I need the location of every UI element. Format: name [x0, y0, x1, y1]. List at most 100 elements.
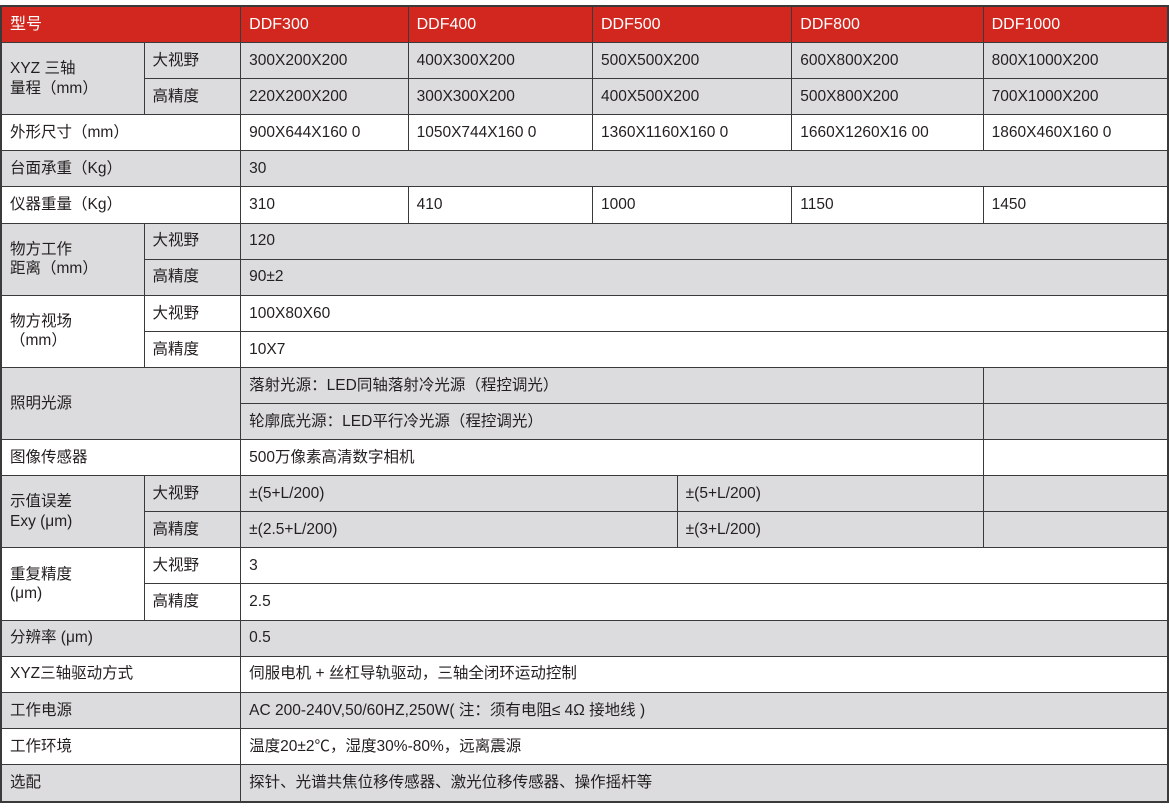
row-label: 工作电源	[2, 692, 242, 729]
cell-text: 400X300X200	[416, 51, 515, 69]
cell-text: ±(5+L/200)	[685, 485, 761, 503]
row-label: XYZ三轴驱动方式	[2, 656, 242, 693]
cell-text: 220X200X200	[249, 88, 348, 106]
cell-text: 工作电源	[10, 701, 73, 719]
row-label: 物方视场 （mm）	[2, 295, 145, 368]
cell-text: 高精度	[152, 268, 200, 286]
spec-value: 90±2	[241, 259, 1167, 296]
cell-text: DDF800	[800, 15, 860, 33]
spec-value: AC 200-240V,50/60HZ,250W( 注：须有电阻≤ 4Ω 接地线…	[241, 692, 1167, 729]
cell-text: 410	[416, 196, 443, 214]
spec-value: 探针、光谱共焦位移传感器、激光位移传感器、操作摇杆等	[241, 764, 1167, 801]
spec-value: 1660X1260X16 00	[792, 115, 984, 152]
row-sublabel: 大视野	[144, 295, 242, 332]
cell-text: DDF300	[249, 15, 309, 33]
column-header: DDF400	[408, 7, 593, 44]
spec-table: 型号 DDF300 DDF400 DDF500 DDF800 DDF1000 XYZ 三轴 …	[0, 5, 1169, 803]
row-sublabel: 高精度	[144, 79, 242, 116]
spec-value: 伺服电机 + 丝杠导轨驱动，三轴全闭环运动控制	[241, 656, 1167, 693]
cell-text: 高精度	[152, 88, 200, 106]
column-header: DDF800	[792, 7, 984, 44]
spec-value: 400X300X200	[408, 43, 593, 80]
row-label: 分辨率 (μm)	[2, 620, 242, 657]
spec-value: 120	[241, 223, 1167, 260]
row-sublabel: 高精度	[144, 512, 242, 549]
cell-text: 分辨率 (μm)	[10, 629, 93, 647]
cell-text: DDF500	[600, 15, 661, 33]
cell-text: DDF400	[416, 15, 477, 33]
spec-value: 300X300X200	[408, 79, 593, 116]
row-sublabel: 大视野	[144, 476, 242, 513]
cell-text: 3	[249, 557, 258, 575]
cell-text: 大视野	[152, 557, 200, 575]
spec-value: ±(2.5+L/200)	[241, 512, 678, 549]
spec-value: 600X800X200	[792, 43, 984, 80]
spec-value: 1360X1160X160 0	[592, 115, 793, 152]
cell-text: 500万像素高清数字相机	[249, 448, 415, 466]
cell-text: ±(3+L/200)	[685, 521, 761, 539]
row-sublabel: 高精度	[144, 584, 242, 621]
cell-text: 台面承重（Kg）	[10, 160, 122, 178]
cell-text: 800X1000X200	[991, 51, 1099, 69]
row-label: 示值误差 Exy (μm)	[2, 476, 145, 549]
cell-text: 500X800X200	[800, 88, 899, 106]
spec-value: 400X500X200	[592, 79, 793, 116]
cell-text: XYZ三轴驱动方式	[10, 665, 134, 683]
cell-text: 大视野	[152, 304, 200, 322]
row-label: 选配	[2, 764, 242, 801]
cell-text: 2.5	[249, 593, 271, 611]
cell-text: 310	[249, 196, 276, 214]
cell-text: 100X80X60	[249, 304, 331, 322]
spec-value: 500X500X200	[592, 43, 793, 80]
cell-text: 大视野	[152, 232, 200, 250]
row-sublabel: 大视野	[144, 43, 242, 80]
cell-text: 90±2	[249, 268, 284, 286]
cell-text: 0.5	[249, 629, 271, 647]
cell-text: 示值误差 Exy (μm)	[10, 493, 73, 530]
cell-text: 大视野	[152, 485, 200, 503]
spec-value: 1450	[983, 187, 1167, 224]
cell-text: 30	[249, 160, 267, 178]
spec-value: 1000	[592, 187, 793, 224]
spec-value: 温度20±2℃，湿度30%-80%，远离震源	[241, 728, 1167, 765]
cell-text: 300X200X200	[249, 51, 348, 69]
spec-value	[983, 512, 1167, 549]
spec-value: 700X1000X200	[983, 79, 1167, 116]
spec-value	[983, 476, 1167, 513]
cell-text: 1450	[991, 196, 1027, 214]
cell-text: 物方工作 距离（mm）	[10, 240, 98, 278]
spec-value: ±(3+L/200)	[677, 512, 984, 549]
cell-text: 重复精度 (μm)	[10, 565, 73, 602]
row-label: 图像传感器	[2, 440, 242, 477]
column-header: DDF500	[592, 7, 793, 44]
column-header: 型号	[2, 7, 242, 44]
cell-text: 大视野	[152, 51, 200, 69]
spec-value: 300X200X200	[241, 43, 409, 80]
spec-value: 900X644X160 0	[241, 115, 409, 152]
column-header: DDF300	[241, 7, 409, 44]
spec-value: 1050X744X160 0	[408, 115, 593, 152]
spec-value: 0.5	[241, 620, 1167, 657]
cell-text: 1150	[800, 196, 834, 214]
cell-text: 900X644X160 0	[249, 124, 361, 142]
spec-value: 310	[241, 187, 409, 224]
spec-value: 500万像素高清数字相机	[241, 440, 984, 477]
cell-text: 1860X460X160 0	[991, 124, 1112, 142]
row-sublabel: 高精度	[144, 259, 242, 296]
cell-text: DDF1000	[991, 15, 1061, 33]
cell-text: 500X500X200	[600, 51, 700, 69]
spec-value: 落射光源：LED同轴落射冷光源（程控调光）	[241, 367, 984, 404]
cell-text: 1000	[600, 196, 636, 214]
cell-text: 工作环境	[10, 737, 73, 755]
cell-text: XYZ 三轴 量程（mm）	[10, 60, 98, 97]
cell-text: 高精度	[152, 593, 200, 611]
cell-text: 1360X1160X160 0	[600, 124, 729, 142]
cell-text: 伺服电机 + 丝杠导轨驱动，三轴全闭环运动控制	[249, 665, 577, 683]
row-label: 仪器重量（Kg）	[2, 187, 242, 224]
cell-text: 400X500X200	[600, 88, 700, 106]
spec-value: 410	[408, 187, 593, 224]
column-header: DDF1000	[983, 7, 1167, 44]
cell-text: 轮廓底光源：LED平行冷光源（程控调光）	[249, 412, 543, 430]
spec-value: 10X7	[241, 331, 1167, 368]
cell-text: 物方视场 （mm）	[10, 312, 73, 350]
